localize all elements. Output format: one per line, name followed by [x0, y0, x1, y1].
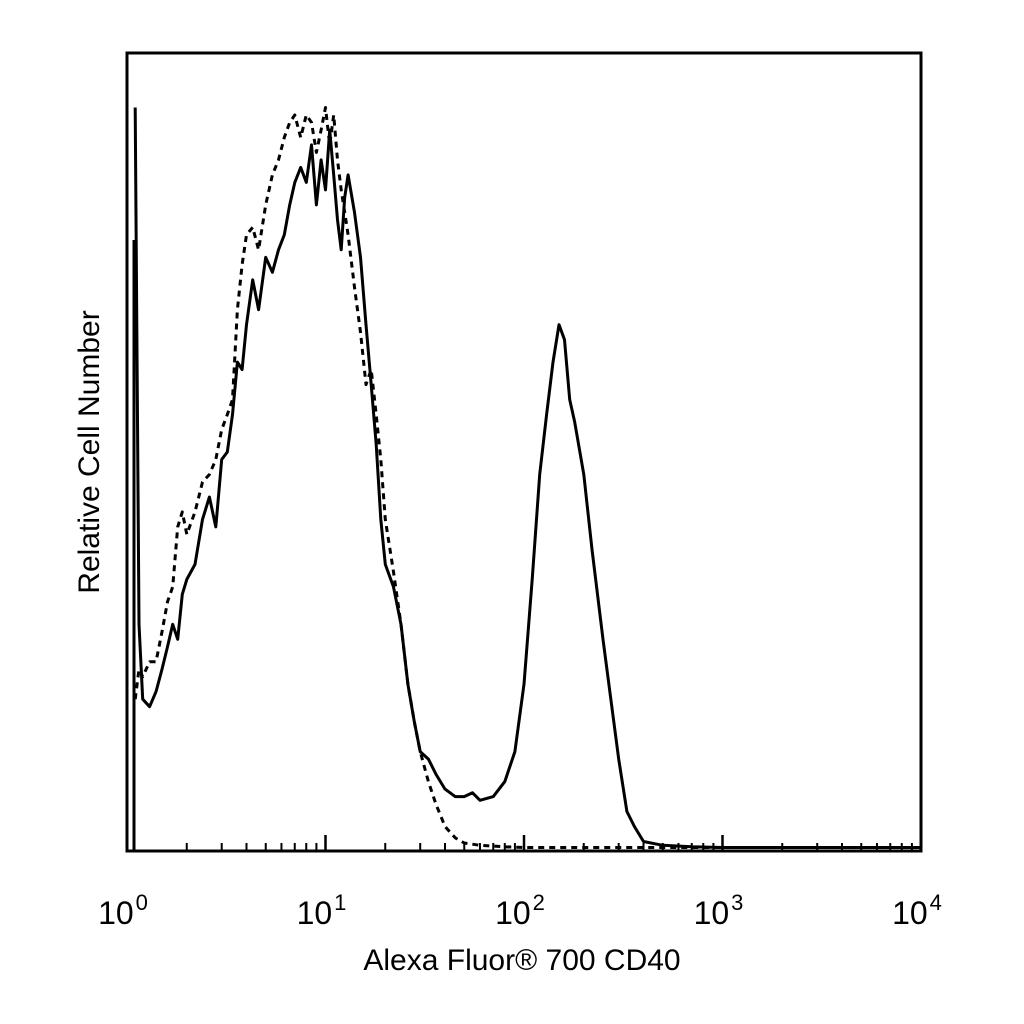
series-line-dashed: [133, 106, 921, 849]
x-tick-label: 101: [297, 890, 347, 931]
x-tick-labels: 100 101 102 103 104: [98, 890, 942, 931]
x-tick-label: 103: [694, 890, 744, 931]
series-line-solid: [133, 107, 921, 849]
plot-frame: [125, 51, 923, 853]
x-tick-label: 104: [892, 890, 942, 931]
x-axis-title: Alexa Fluor® 700 CD40: [363, 944, 680, 977]
series-layer: [132, 106, 921, 851]
x-tick-label: 102: [495, 890, 545, 931]
x-major-ticks: [125, 835, 923, 851]
y-axis-title: Relative Cell Number: [73, 310, 106, 593]
x-tick-label: 100: [98, 890, 148, 931]
